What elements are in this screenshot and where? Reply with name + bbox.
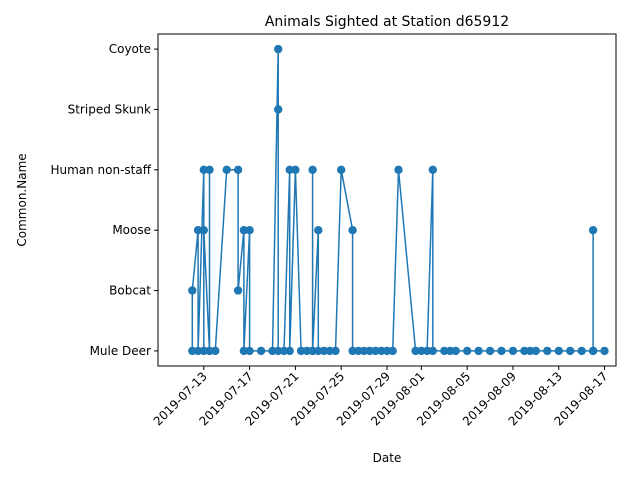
data-point — [485, 346, 495, 356]
data-point — [205, 165, 214, 174]
data-point — [348, 346, 357, 356]
data-point — [256, 346, 266, 356]
series-line — [191, 48, 605, 352]
data-point — [233, 286, 243, 295]
data-point — [348, 226, 357, 235]
data-point — [451, 346, 460, 356]
data-point — [211, 346, 220, 356]
data-point — [274, 346, 283, 356]
data-point — [554, 346, 563, 356]
y-axis-title: Common.Name — [15, 153, 29, 246]
data-point — [319, 346, 329, 356]
x-axis: 2019-07-132019-07-172019-07-212019-07-25… — [151, 366, 611, 428]
data-point — [577, 346, 586, 356]
data-point — [417, 346, 426, 356]
data-point — [291, 165, 300, 174]
data-point — [308, 165, 317, 174]
data-point — [588, 226, 598, 235]
data-point — [188, 346, 197, 356]
data-point — [205, 346, 214, 356]
data-point — [233, 165, 243, 174]
y-tick-label: Coyote — [109, 42, 151, 56]
y-tick-label: Moose — [112, 223, 151, 237]
data-point — [222, 165, 231, 174]
data-point — [285, 346, 294, 356]
data-point — [296, 346, 306, 356]
data-point — [428, 346, 437, 356]
data-point — [474, 346, 483, 356]
data-point — [188, 286, 197, 295]
data-point — [600, 346, 609, 356]
series-points — [188, 44, 609, 356]
data-point — [314, 226, 323, 235]
data-point — [463, 346, 472, 356]
data-point — [508, 346, 518, 356]
data-point — [566, 346, 575, 356]
y-tick-label: Striped Skunk — [68, 102, 151, 116]
data-point — [531, 346, 540, 356]
data-point — [337, 165, 346, 174]
chart-title: Animals Sighted at Station d65912 — [265, 14, 509, 30]
data-point — [394, 165, 403, 174]
data-point — [543, 346, 552, 356]
data-point — [274, 44, 283, 54]
data-point — [428, 165, 437, 174]
data-point — [245, 226, 254, 235]
data-point — [199, 226, 208, 235]
data-point — [497, 346, 506, 356]
data-point — [245, 346, 254, 356]
y-tick-label: Human non-staff — [50, 163, 151, 177]
y-tick-label: Mule Deer — [90, 344, 151, 358]
data-point — [371, 346, 380, 356]
y-axis: Mule Deer Bobcat Moose Human non-staff Strip… — [50, 42, 158, 358]
data-point — [388, 346, 397, 356]
x-axis-title: Date — [373, 451, 402, 465]
data-point — [588, 346, 598, 356]
data-point — [331, 346, 340, 356]
series-lines — [191, 48, 605, 352]
data-point — [274, 105, 283, 114]
plot-frame — [157, 33, 617, 367]
y-tick-label: Bobcat — [109, 284, 151, 298]
